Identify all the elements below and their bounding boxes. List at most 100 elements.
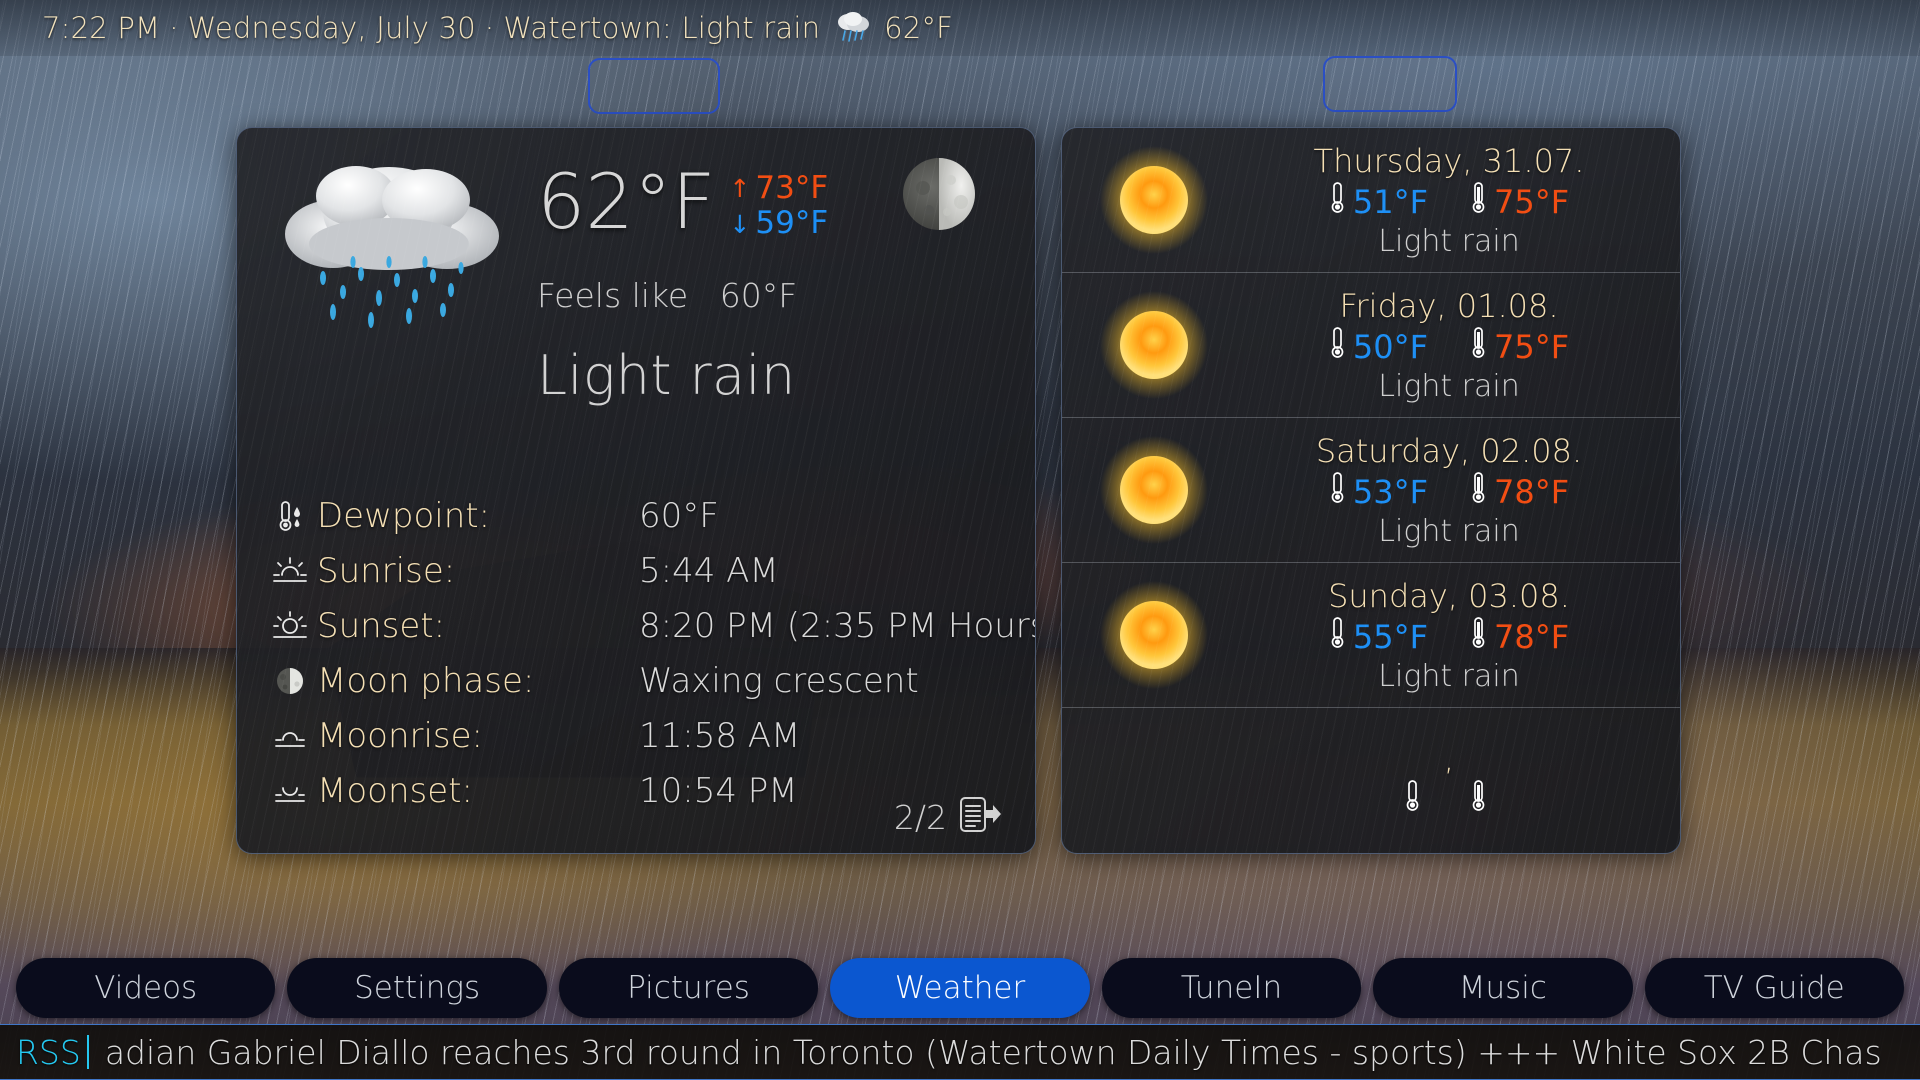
detail-value-moonrise: 11:58 AM [639, 715, 801, 756]
high-temperature: 73°F [755, 170, 829, 206]
forecast-description: Light rain [1378, 513, 1520, 549]
forecast-day: Thursday, 31.07. [1313, 141, 1585, 180]
detail-row-moon-phase: Moon phase: Waxing crescent [263, 653, 1009, 708]
forecast-day: Friday, 01.08. [1339, 286, 1559, 325]
forecast-info: Saturday, 02.08. 53°F [1234, 432, 1664, 549]
topbar-location-condition: Watertown: Light rain [503, 11, 821, 45]
forecast-low-group [1404, 779, 1428, 821]
rss-label: RSS [16, 1032, 81, 1072]
forecast-info: Thursday, 31.07. 51°F [1234, 142, 1664, 259]
page-indicator[interactable]: 2/2 [894, 795, 1001, 839]
forecast-description: Light rain [1378, 223, 1520, 259]
forecast-high: 75°F [1494, 182, 1570, 221]
feels-like-label: Feels like [537, 276, 689, 315]
forecast-high: 75°F [1494, 327, 1570, 366]
thermometer-high-icon [1470, 181, 1488, 223]
nav-item-pictures[interactable]: Pictures [558, 958, 819, 1018]
forecast-temps: 51°F 75°F [1329, 181, 1569, 223]
clock-time: 7:22 PM [42, 11, 161, 45]
nav-item-tunein[interactable]: TuneIn [1101, 958, 1362, 1018]
moon-phase-icon [263, 664, 317, 698]
forecast-low: 51°F [1352, 182, 1428, 221]
high-low-block: ↑ 73°F ↓ 59°F [729, 166, 828, 241]
forecast-panel[interactable]: Thursday, 31.07. 51°F [1061, 127, 1681, 854]
forecast-high-group [1470, 779, 1494, 821]
current-condition-text: Light rain [537, 344, 796, 407]
current-temperature-block: 62°F ↑ 73°F ↓ 59°F [537, 157, 828, 246]
current-temperature: 62°F [537, 157, 716, 246]
detail-label-sunset: Sunset: [317, 605, 446, 646]
topbar-temperature: 62°F [884, 11, 954, 45]
rss-ticker[interactable]: RSS adian Gabriel Diallo reaches 3rd rou… [0, 1024, 1920, 1080]
thermometer-high-icon [1470, 616, 1488, 658]
forecast-temps [1404, 779, 1494, 821]
feels-like-row: Feels like 60°F [537, 276, 797, 315]
detail-label-sunrise: Sunrise: [317, 550, 456, 591]
thermometer-low-icon [1329, 326, 1347, 368]
forecast-high-group: 78°F [1470, 471, 1569, 513]
forecast-day: Sunday, 03.08. [1328, 576, 1570, 615]
nav-item-weather[interactable]: Weather [830, 958, 1090, 1018]
waxing-crescent-moon-icon [895, 150, 983, 238]
forecast-row-empty[interactable]: , [1062, 708, 1680, 853]
detail-row-dewpoint: Dewpoint: 60°F [263, 488, 1009, 543]
forecast-high-group: 78°F [1470, 616, 1569, 658]
forecast-low: 55°F [1352, 617, 1428, 656]
thermometer-high-icon [1470, 326, 1488, 368]
forecast-day: , [1443, 739, 1455, 778]
forecast-description: Light rain [1378, 658, 1520, 694]
thermometer-low-icon [1329, 181, 1347, 223]
forecast-low: 53°F [1352, 472, 1428, 511]
thermometer-low-icon [1404, 779, 1422, 821]
sunny-icon [1074, 289, 1234, 401]
thermometer-low-icon [1329, 616, 1347, 658]
thermometer-low-icon [1329, 471, 1347, 513]
rss-headline: adian Gabriel Diallo reaches 3rd round i… [104, 1032, 1882, 1072]
feels-like-value: 60°F [719, 276, 798, 315]
forecast-low-group: 53°F [1329, 471, 1428, 513]
high-temperature-row: ↑ 73°F [729, 170, 829, 206]
next-page-icon[interactable] [959, 795, 1001, 839]
topbar-separator-2: · [484, 11, 495, 45]
detail-row-sunrise: Sunrise: 5:44 AM [263, 543, 1009, 598]
detail-label-moonrise: Moonrise: [317, 715, 483, 756]
forecast-high-group: 75°F [1470, 181, 1569, 223]
placeholder-button-left[interactable] [588, 58, 720, 114]
nav-item-videos[interactable]: Videos [16, 958, 276, 1018]
sunset-icon [263, 610, 317, 642]
nav-item-tv-guide[interactable]: TV Guide [1644, 958, 1904, 1018]
forecast-low-group: 50°F [1329, 326, 1428, 368]
detail-label-moonset: Moonset: [317, 770, 473, 811]
nav-item-settings[interactable]: Settings [287, 958, 547, 1018]
forecast-low-group: 55°F [1329, 616, 1428, 658]
forecast-row[interactable]: Friday, 01.08. 50°F [1062, 273, 1680, 418]
dewpoint-icon [263, 499, 317, 533]
page-indicator-text: 2/2 [893, 797, 947, 837]
status-bar: 7:22 PM · Wednesday, July 30 · Watertown… [0, 0, 1920, 56]
thermometer-high-icon [1470, 779, 1488, 821]
forecast-info: Sunday, 03.08. 55°F [1234, 577, 1664, 694]
nav-item-music[interactable]: Music [1373, 958, 1633, 1018]
arrow-down-icon: ↓ [729, 209, 751, 239]
detail-row-moonset: Moonset: 10:54 PM [263, 763, 1009, 818]
forecast-list: Thursday, 31.07. 51°F [1062, 128, 1680, 853]
forecast-row[interactable]: Thursday, 31.07. 51°F [1062, 128, 1680, 273]
main-navigation: Videos Settings Pictures Weather TuneIn … [0, 952, 1920, 1024]
detail-label-moon-phase: Moon phase: [317, 660, 535, 701]
detail-value-sunset: 8:20 PM (2:35 PM Hours) [639, 605, 1036, 646]
forecast-row[interactable]: Sunday, 03.08. 55°F [1062, 563, 1680, 708]
forecast-high: 78°F [1494, 617, 1570, 656]
current-summary: 62°F ↑ 73°F ↓ 59°F Feels like 60°F [237, 128, 1035, 407]
detail-row-moonrise: Moonrise: 11:58 AM [263, 708, 1009, 763]
detail-label-dewpoint: Dewpoint: [317, 495, 491, 536]
forecast-row[interactable]: Saturday, 02.08. 53°F [1062, 418, 1680, 563]
current-details-list: Dewpoint: 60°F Sunrise: 5: [263, 488, 1035, 818]
placeholder-button-right[interactable] [1323, 56, 1457, 112]
detail-value-moon-phase: Waxing crescent [639, 660, 919, 701]
forecast-high: 78°F [1494, 472, 1570, 511]
current-conditions-panel[interactable]: 62°F ↑ 73°F ↓ 59°F Feels like 60°F [236, 127, 1036, 854]
forecast-description: Light rain [1378, 368, 1520, 404]
light-rain-icon [834, 9, 874, 47]
forecast-day: Saturday, 02.08. [1315, 431, 1583, 470]
detail-value-moonset: 10:54 PM [639, 770, 798, 811]
